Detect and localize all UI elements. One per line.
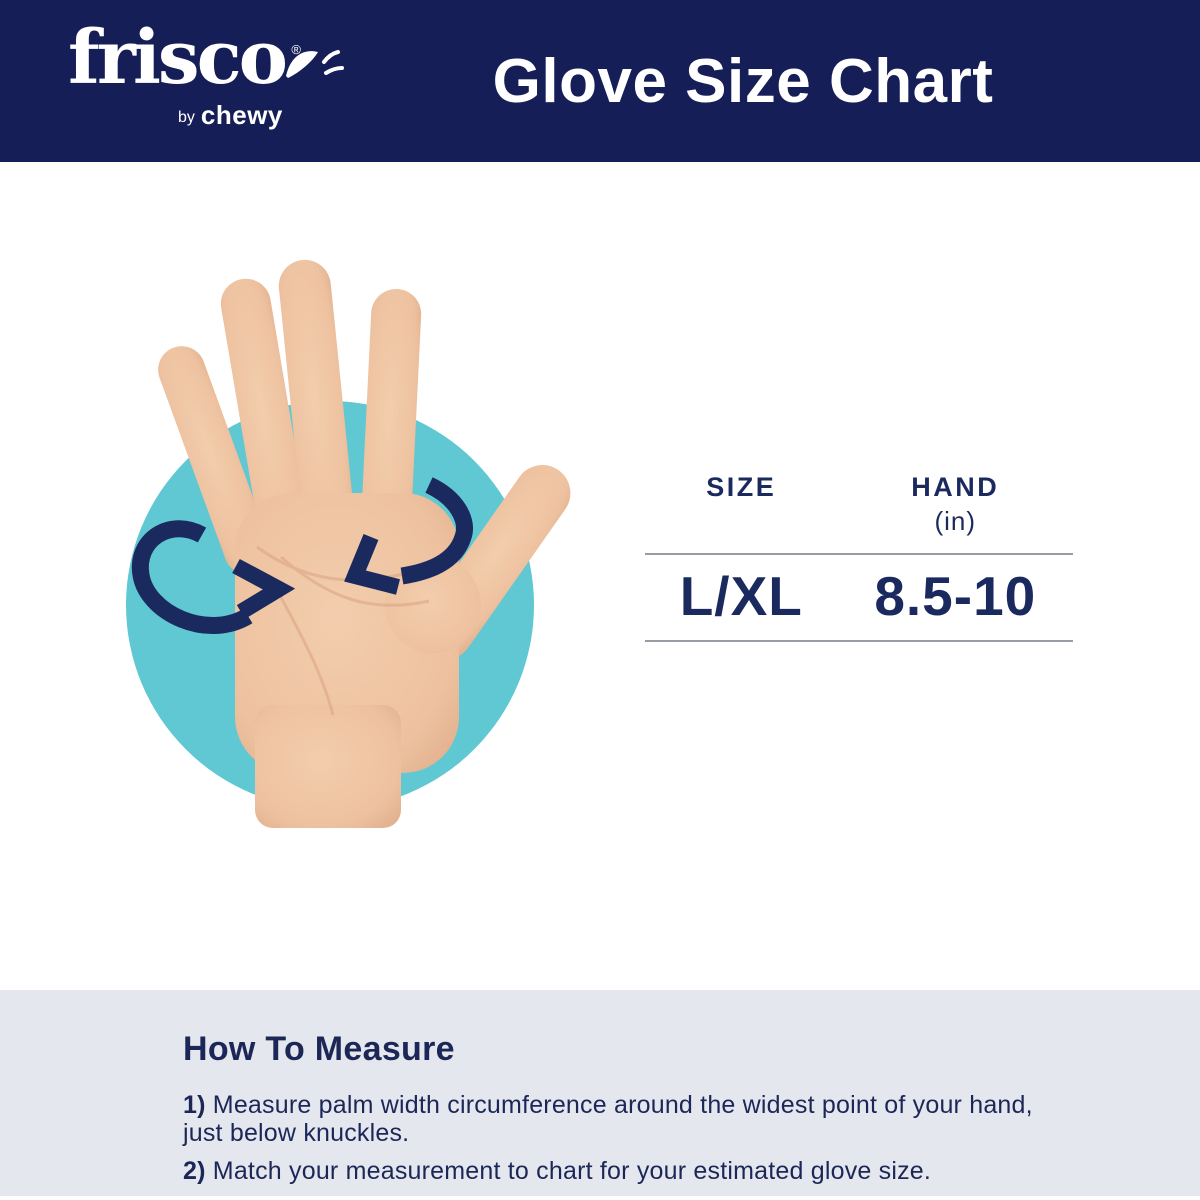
logo-tail-icon — [286, 50, 344, 78]
measure-arrow-left-head — [232, 558, 296, 619]
measure-arrow-right-head — [344, 533, 400, 595]
measure-arrow-left — [131, 520, 296, 634]
finger-pinky — [158, 346, 272, 575]
header-bar: frisco ® by chewy Glove Size Chart — [0, 0, 1200, 162]
how-to-measure-heading: How To Measure — [183, 1030, 455, 1068]
glove-size-table: SIZE HAND (in) L/XL 8.5-10 — [645, 468, 1073, 642]
open-palm-shape — [158, 259, 571, 828]
hand-range-value: 8.5-10 — [874, 565, 1037, 627]
registered-trademark: ® — [291, 42, 302, 57]
measure-step-2: 2) Match your measurement to chart for y… — [183, 1157, 1063, 1185]
table-row: L/XL 8.5-10 — [645, 553, 1073, 642]
logo-byline: by chewy — [178, 100, 283, 131]
hand-column-label: HAND — [911, 472, 1000, 502]
hand-column-unit: (in) — [934, 506, 977, 536]
how-to-measure-section: How To Measure 1) Measure palm width cir… — [0, 990, 1200, 1196]
size-column-header: SIZE — [645, 468, 838, 503]
step-2-number: 2) — [183, 1157, 206, 1185]
step-1-number: 1) — [183, 1091, 206, 1119]
size-column-label: SIZE — [706, 472, 777, 502]
hand-measure-illustration — [85, 245, 575, 845]
hand-column-header: HAND (in) — [838, 468, 1073, 537]
size-table-header: SIZE HAND (in) — [645, 468, 1073, 553]
palm — [235, 493, 459, 773]
header-title-wrap: Glove Size Chart — [296, 0, 1190, 162]
step-1-text: Measure palm width circumference around … — [183, 1091, 1033, 1147]
measure-step-1: 1) Measure palm width circumference arou… — [183, 1091, 1063, 1147]
measure-arrow-right — [344, 477, 473, 595]
how-to-measure-inner: How To Measure 1) Measure palm width cir… — [0, 990, 1200, 1185]
chewy-wordmark: chewy — [200, 100, 283, 130]
frisco-wordmark-text: frisco — [68, 15, 288, 101]
frisco-wordmark: frisco ® — [68, 15, 301, 101]
wrist — [255, 705, 401, 828]
hand-illustration-svg — [126, 259, 571, 828]
step-2-text: Match your measurement to chart for your… — [212, 1157, 932, 1185]
frisco-logo: frisco ® by chewy — [68, 15, 344, 148]
page-title: Glove Size Chart — [492, 46, 994, 116]
finger-middle — [278, 259, 357, 569]
size-value: L/XL — [679, 565, 803, 627]
logo-by-text: by — [178, 109, 195, 126]
